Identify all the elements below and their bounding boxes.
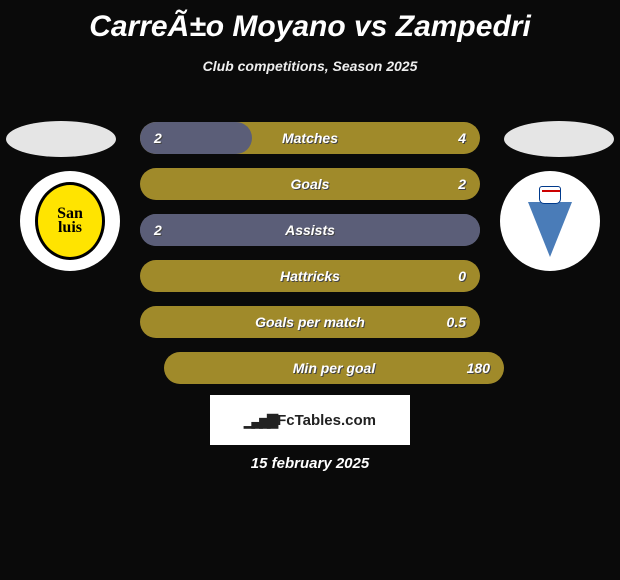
site-name: FcTables.com: [277, 412, 376, 429]
stat-value-right: 4: [458, 130, 466, 146]
stat-value-right: 0: [458, 268, 466, 284]
stat-label: Goals per match: [255, 314, 365, 330]
club-badge-right: [500, 171, 600, 271]
page-title: CarreÃ±o Moyano vs Zampedri: [0, 0, 620, 44]
player-left-ellipse: [6, 121, 116, 157]
stat-value-right: 0.5: [447, 314, 466, 330]
stat-value-left: 2: [154, 222, 162, 238]
stat-bar-matches: 2 Matches 4: [140, 122, 480, 154]
player-right-ellipse: [504, 121, 614, 157]
stat-bar-assists: 2 Assists: [140, 214, 480, 246]
stat-label: Assists: [285, 222, 335, 238]
stat-label: Goals: [291, 176, 330, 192]
stats-container: 2 Matches 4 Goals 2 2 Assists Hattricks 0 Goals p…: [140, 122, 480, 398]
date-label: 15 february 2025: [0, 455, 620, 472]
stat-bar-min-per-goal: Min per goal 180: [164, 352, 504, 384]
subtitle: Club competitions, Season 2025: [0, 58, 620, 74]
club-badge-left: San luis: [20, 171, 120, 271]
sanluis-logo: San luis: [35, 182, 105, 260]
stat-bar-goals: Goals 2: [140, 168, 480, 200]
uc-shield-icon: [539, 186, 561, 204]
stat-label: Min per goal: [293, 360, 375, 376]
stat-value-right: 2: [458, 176, 466, 192]
site-logo-box: ▁▃▅▇ FcTables.com: [210, 395, 410, 445]
uc-pennant-icon: [528, 202, 572, 257]
uc-logo: [528, 186, 572, 257]
stat-bar-hattricks: Hattricks 0: [140, 260, 480, 292]
stat-value-right: 180: [467, 360, 490, 376]
sanluis-text-bot: luis: [58, 221, 82, 235]
stat-label: Hattricks: [280, 268, 340, 284]
site-bars-icon: ▁▃▅▇: [244, 412, 275, 429]
stat-label: Matches: [282, 130, 338, 146]
stat-bar-goals-per-match: Goals per match 0.5: [140, 306, 480, 338]
stat-value-left: 2: [154, 130, 162, 146]
